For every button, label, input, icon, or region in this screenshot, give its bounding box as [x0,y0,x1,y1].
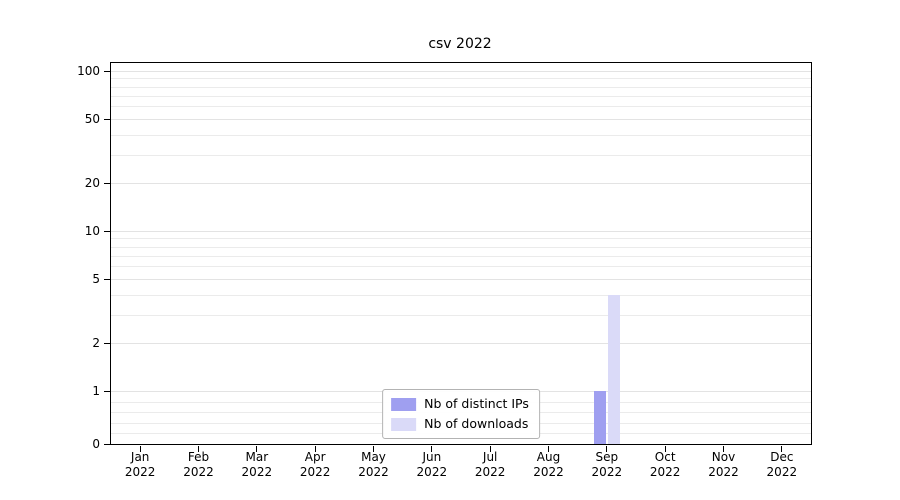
x-tick-mark [314,446,316,452]
gridline [111,294,811,296]
gridline [111,279,811,281]
legend-swatch-downloads [391,417,417,431]
x-axis-tick-label: Jan 2022 [111,450,169,480]
y-tick-mark [104,391,110,392]
x-tick-year: 2022 [649,465,681,479]
gridline [111,154,811,156]
gridline [111,71,811,72]
x-tick-mark [723,446,724,452]
gridline [111,106,811,108]
x-tick-year: 2022 [183,465,214,479]
x-tick-month: Jan [130,450,150,464]
x-tick-mark [548,446,549,452]
x-tick-year: 2022 [708,465,739,479]
gridline [111,95,811,97]
y-axis-tick-label: 20 [84,175,100,190]
x-tick-month: Nov [711,450,736,464]
x-axis-tick-label: Dec 2022 [753,450,811,480]
x-tick-month: Dec [770,450,794,464]
x-tick-month: Mar [245,450,269,464]
legend-swatch-distinct-ips [391,397,417,411]
x-tick-year: 2022 [299,465,331,479]
gridline [111,266,811,268]
y-axis-tick-label: 5 [92,272,100,287]
x-tick-year: 2022 [416,465,448,479]
y-axis-tick-label: 1 [92,384,100,398]
gridline [111,231,811,232]
legend: Nb of distinct IPs Nb of downloads [382,389,540,439]
gridline [111,238,811,240]
x-tick-mark [431,446,433,452]
y-tick-mark [104,342,110,344]
x-tick-mark [489,446,491,452]
y-tick-mark [104,119,110,121]
y-axis-tick-label: 0 [92,437,100,451]
x-tick-year: 2022 [241,465,273,479]
gridline [111,255,811,257]
legend-label-distinct-ips: Nb of distinct IPs [424,396,529,411]
x-tick-month: Jun [422,450,442,464]
chart-title: csv 2022 [428,36,492,52]
gridline [111,314,811,316]
x-tick-year: 2022 [124,465,156,479]
x-tick-mark [198,446,199,452]
y-axis-tick-label: 2 [92,335,100,350]
x-tick-month: Feb [187,450,210,464]
legend-label-downloads: Nb of downloads [424,416,529,431]
x-tick-month: May [361,450,386,464]
legend-item-downloads: Nb of downloads [391,417,529,431]
bar-downloads [607,294,620,444]
x-tick-mark [373,446,374,452]
x-axis-tick-label: Oct 2022 [636,450,694,480]
x-axis-tick-label: Sep 2022 [578,450,636,480]
gridline [111,86,811,88]
y-tick-mark [104,279,110,281]
x-tick-month: Oct [654,450,676,464]
x-axis-tick-label: Apr 2022 [286,450,344,480]
x-axis-tick-label: Jul 2022 [461,450,519,480]
y-axis-tick-label: 50 [84,112,100,127]
y-tick-mark [104,444,110,445]
x-tick-year: 2022 [591,465,623,479]
x-axis-tick-label: Mar 2022 [228,450,286,480]
x-tick-month: Jul [482,450,498,464]
x-tick-year: 2022 [474,465,506,479]
x-tick-mark [781,446,783,452]
y-tick-mark [104,182,110,184]
x-axis-tick-label: Jun 2022 [403,450,461,480]
x-axis-tick-label: May 2022 [345,450,403,480]
y-tick-mark [104,231,110,232]
x-tick-mark [256,446,258,452]
gridline [111,342,811,344]
x-tick-mark [606,446,608,452]
plot-area: 0 1 2 5 10 20 50 100 Jan 2022 Feb 2022 Mar 2022 Apr 20… [77,62,812,479]
x-tick-year: 2022 [766,465,798,479]
x-tick-mark [139,446,141,452]
x-axis-tick-label: Nov 2022 [695,450,753,480]
x-tick-year: 2022 [358,465,389,479]
y-axis-tick-label: 10 [84,224,100,238]
gridline [111,182,811,184]
y-axis-tick-label: 100 [77,64,100,78]
x-axis-tick-label: Aug 2022 [520,450,578,480]
x-tick-mark [664,446,666,452]
gridline [111,246,811,248]
legend-item-distinct-ips: Nb of distinct IPs [391,397,529,411]
x-tick-month: Aug [536,450,561,464]
x-tick-month: Sep [595,450,619,464]
gridline [111,134,811,136]
gridline [111,119,811,121]
x-tick-year: 2022 [533,465,564,479]
x-tick-month: Apr [304,450,326,464]
x-axis-tick-label: Feb 2022 [170,450,228,480]
y-tick-mark [104,71,110,72]
bar-distinct-ips [593,391,606,444]
gridline [111,78,811,80]
